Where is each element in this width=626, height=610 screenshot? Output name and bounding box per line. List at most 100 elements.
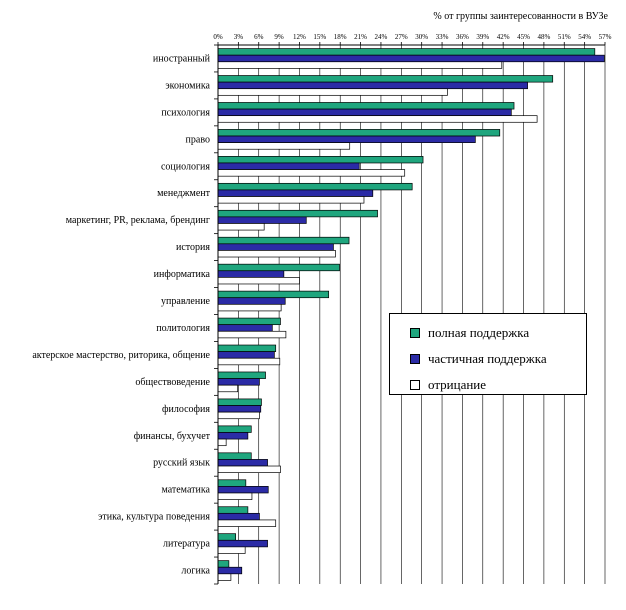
x-tick-label: 33%: [436, 33, 449, 41]
bar: [217, 196, 365, 204]
legend-label-denial: отрицание: [428, 377, 487, 392]
x-tick-label: 42%: [497, 33, 510, 41]
bar: [217, 209, 378, 218]
legend-label-partial-support: частичная поддержка: [428, 351, 547, 366]
bar: [217, 546, 246, 554]
category-labels: иностранный экономика психология право социо…: [32, 53, 210, 576]
bar: [217, 290, 330, 299]
bar: [217, 48, 596, 56]
bar: [217, 263, 340, 272]
x-tick-label: 48%: [537, 33, 550, 41]
x-axis-title: % от группы заинтересованности в ВУЗе: [433, 11, 608, 22]
x-tick-label: 15%: [313, 33, 326, 41]
bar: [217, 81, 528, 90]
x-tick-label: 12%: [293, 33, 306, 41]
category-label: литература: [163, 539, 211, 550]
bar: [217, 277, 300, 285]
bar: [217, 54, 605, 63]
x-tick-label: 0%: [213, 33, 223, 41]
bar: [217, 115, 538, 123]
bar: [217, 216, 307, 224]
x-axis-tick-labels: 0% 3% 6% 9% 12% 15% 18% 21% 24% 27% 30% 33% 36% 39% 42…: [213, 33, 612, 45]
bar: [217, 398, 262, 406]
x-tick-label: 6%: [254, 33, 264, 41]
x-tick-label: 45%: [517, 33, 530, 41]
bar: [217, 459, 268, 467]
legend-item-denial: отрицание: [410, 372, 586, 398]
category-label: философия: [162, 404, 210, 415]
category-label: информатика: [154, 269, 211, 280]
bar: [217, 182, 413, 191]
category-label: история: [176, 242, 210, 253]
bar: [217, 129, 501, 137]
bar: [217, 162, 360, 170]
bar: [217, 384, 239, 393]
x-tick-label: 9%: [274, 33, 284, 41]
bar: [217, 317, 281, 326]
x-tick-label: 21%: [354, 33, 367, 41]
bar: [217, 357, 281, 366]
bar: [217, 75, 554, 83]
bar: [217, 492, 253, 500]
category-label: маркетинг, PR, реклама, брендинг: [66, 215, 210, 226]
category-label: политология: [156, 323, 210, 334]
category-label: финансы, бухучет: [134, 431, 211, 442]
bar: [217, 169, 406, 177]
bar: [217, 405, 262, 413]
legend-swatch-full-support: [410, 328, 420, 338]
x-tick-label: 54%: [578, 33, 591, 41]
bar: [217, 432, 249, 440]
bar: [217, 465, 281, 473]
x-tick-label: 51%: [558, 33, 571, 41]
bar: [217, 344, 277, 352]
legend-swatch-denial: [410, 380, 420, 390]
x-tick-label: 39%: [476, 33, 489, 41]
bar: [217, 411, 260, 420]
category-label: обществоведение: [135, 377, 210, 388]
category-label: иностранный: [153, 53, 211, 64]
bar: [217, 438, 227, 447]
bar: [217, 371, 266, 379]
category-label: математика: [161, 485, 210, 496]
bar: [217, 486, 269, 494]
bar: [217, 566, 243, 575]
bar: [217, 324, 273, 332]
bar: [217, 519, 277, 527]
category-label: управление: [161, 296, 211, 307]
bar: [217, 573, 232, 581]
category-label: право: [186, 134, 210, 145]
axes: [214, 44, 605, 585]
x-tick-label: 27%: [395, 33, 408, 41]
bar: [217, 102, 515, 110]
legend-item-partial-support: частичная поддержка: [410, 346, 586, 372]
bar: [217, 297, 286, 305]
bar: [217, 142, 351, 150]
bar: [217, 250, 336, 258]
bar: [217, 560, 230, 568]
category-label: этика, культура поведения: [98, 512, 210, 523]
bar: [217, 135, 476, 143]
legend-swatch-partial-support: [410, 354, 420, 364]
legend: полная поддержка частичная поддержка отр…: [389, 313, 587, 395]
bar: [217, 236, 350, 245]
bar: [217, 189, 374, 197]
bar: [217, 223, 265, 231]
category-label: психология: [161, 107, 210, 118]
x-tick-label: 30%: [415, 33, 428, 41]
bar: [217, 330, 287, 339]
bar: [217, 303, 282, 312]
bar: [217, 506, 249, 514]
legend-label-full-support: полная поддержка: [428, 325, 530, 340]
bar: [217, 243, 334, 251]
x-tick-label: 18%: [334, 33, 347, 41]
category-label: актерское мастерство, риторика, общение: [32, 350, 210, 361]
bar: [217, 512, 260, 521]
bar: [217, 378, 260, 386]
bar: [217, 533, 237, 541]
category-label: социология: [161, 161, 210, 172]
legend-item-full-support: полная поддержка: [410, 320, 586, 346]
bar: [217, 351, 275, 359]
category-label: менеджмент: [157, 188, 211, 199]
bar: [217, 539, 268, 548]
